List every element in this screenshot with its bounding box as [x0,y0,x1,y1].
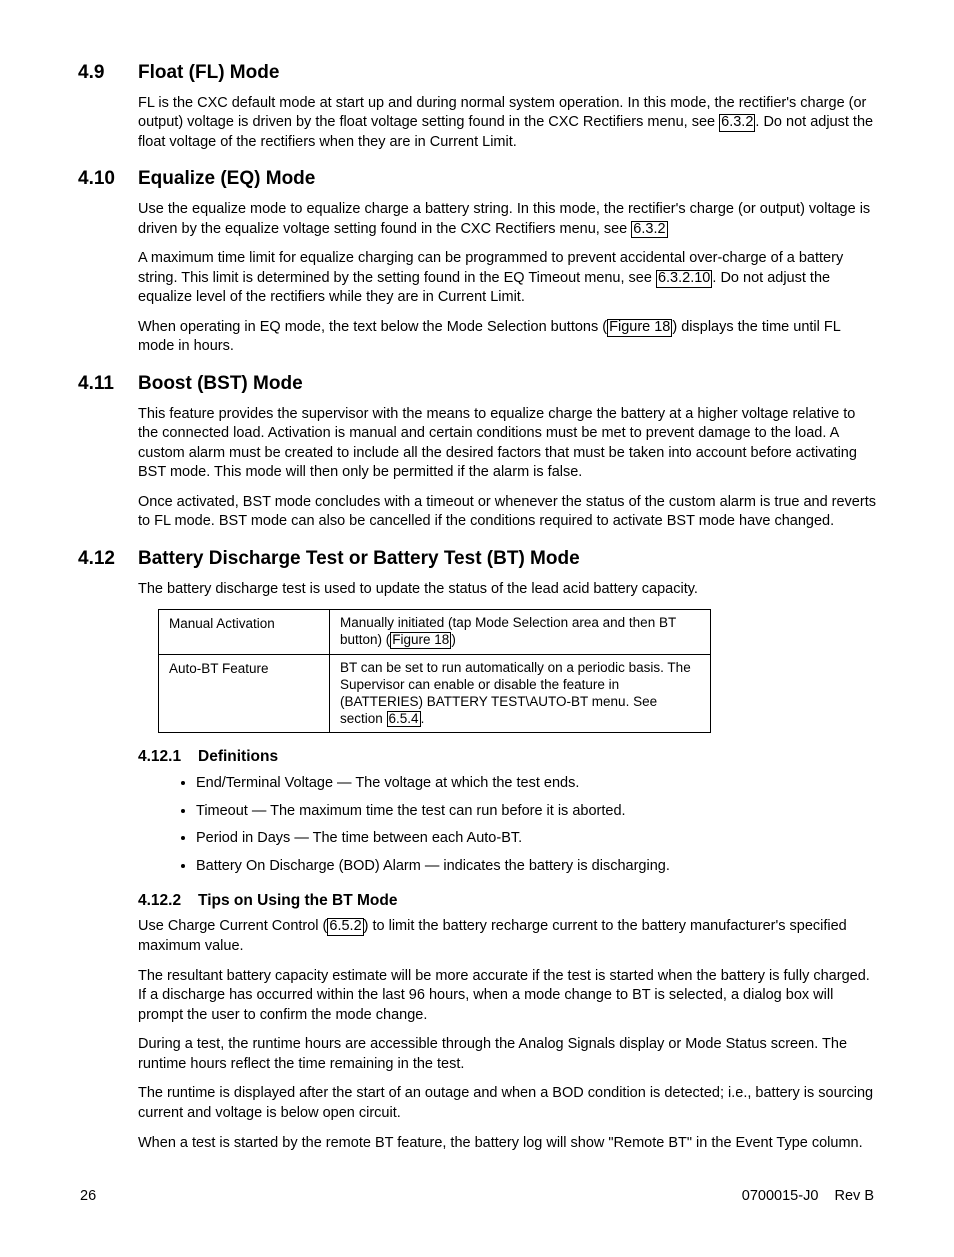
xref-6-5-2[interactable]: 6.5.2 [327,918,363,936]
paragraph: FL is the CXC default mode at start up a… [138,94,876,153]
heading-title: Tips on Using the BT Mode [198,891,398,912]
heading-title: Float (FL) Mode [138,60,279,86]
xref-figure-18[interactable]: Figure 18 [607,319,672,337]
text: Use Charge Current Control ( [138,918,327,934]
heading-4-10: 4.10 Equalize (EQ) Mode [78,166,876,192]
paragraph: A maximum time limit for equalize chargi… [138,249,876,308]
heading-num: 4.11 [78,371,138,397]
section-4-9: 4.9 Float (FL) Mode FL is the CXC defaul… [78,60,876,152]
heading-title: Boost (BST) Mode [138,371,303,397]
paragraph: The resultant battery capacity estimate … [138,967,876,1026]
list-item: Period in Days — The time between each A… [196,829,876,849]
cell-label: Manual Activation [159,610,330,655]
paragraph: The battery discharge test is used to up… [138,580,876,600]
bt-modes-table: Manual Activation Manually initiated (ta… [158,609,711,733]
section-4-10: 4.10 Equalize (EQ) Mode Use the equalize… [78,166,876,357]
xref-6-3-2-10[interactable]: 6.3.2.10 [656,270,712,288]
paragraph: When operating in EQ mode, the text belo… [138,318,876,357]
cell-label: Auto-BT Feature [159,654,330,733]
cell-desc: BT can be set to run automatically on a … [330,654,711,733]
page-footer: 26 0700015-J0 Rev B [78,1187,876,1207]
page-number: 26 [80,1187,96,1207]
heading-title: Equalize (EQ) Mode [138,166,315,192]
body: FL is the CXC default mode at start up a… [138,94,876,153]
heading-num: 4.12.2 [78,891,198,912]
section-4-12-2: 4.12.2 Tips on Using the BT Mode Use Cha… [78,891,876,1154]
paragraph: Use Charge Current Control (6.5.2) to li… [138,917,876,956]
heading-4-12: 4.12 Battery Discharge Test or Battery T… [78,546,876,572]
heading-num: 4.9 [78,60,138,86]
definitions-list: End/Terminal Voltage — The voltage at wh… [138,774,876,876]
heading-4-12-1: 4.12.1 Definitions [78,747,876,768]
section-4-11: 4.11 Boost (BST) Mode This feature provi… [78,371,876,532]
cell-desc: Manually initiated (tap Mode Selection a… [330,610,711,655]
text: Use the equalize mode to equalize charge… [138,201,870,237]
heading-4-9: 4.9 Float (FL) Mode [78,60,876,86]
paragraph: Use the equalize mode to equalize charge… [138,200,876,239]
heading-num: 4.12 [78,546,138,572]
xref-6-5-4[interactable]: 6.5.4 [387,711,421,728]
paragraph: This feature provides the supervisor wit… [138,405,876,483]
list-item: Battery On Discharge (BOD) Alarm — indic… [196,857,876,877]
text: ) [451,632,456,647]
table-row: Manual Activation Manually initiated (ta… [159,610,711,655]
heading-title: Definitions [198,747,278,768]
heading-title: Battery Discharge Test or Battery Test (… [138,546,580,572]
paragraph: Once activated, BST mode concludes with … [138,493,876,532]
text: . [421,711,425,726]
heading-num: 4.10 [78,166,138,192]
section-4-12: 4.12 Battery Discharge Test or Battery T… [78,546,876,733]
paragraph: When a test is started by the remote BT … [138,1134,876,1154]
body: End/Terminal Voltage — The voltage at wh… [138,774,876,876]
xref-6-3-2[interactable]: 6.3.2 [719,114,755,132]
paragraph: The runtime is displayed after the start… [138,1084,876,1123]
doc-reference: 0700015-J0 Rev B [742,1187,874,1207]
xref-figure-18[interactable]: Figure 18 [390,632,451,649]
paragraph: During a test, the runtime hours are acc… [138,1035,876,1074]
body: This feature provides the supervisor wit… [138,405,876,532]
text: When operating in EQ mode, the text belo… [138,319,607,335]
heading-4-11: 4.11 Boost (BST) Mode [78,371,876,397]
list-item: End/Terminal Voltage — The voltage at wh… [196,774,876,794]
section-4-12-1: 4.12.1 Definitions End/Terminal Voltage … [78,747,876,876]
table-row: Auto-BT Feature BT can be set to run aut… [159,654,711,733]
body: The battery discharge test is used to up… [138,580,876,734]
heading-num: 4.12.1 [78,747,198,768]
list-item: Timeout — The maximum time the test can … [196,802,876,822]
xref-6-3-2[interactable]: 6.3.2 [631,221,667,239]
heading-4-12-2: 4.12.2 Tips on Using the BT Mode [78,891,876,912]
body: Use Charge Current Control (6.5.2) to li… [138,917,876,1153]
body: Use the equalize mode to equalize charge… [138,200,876,357]
